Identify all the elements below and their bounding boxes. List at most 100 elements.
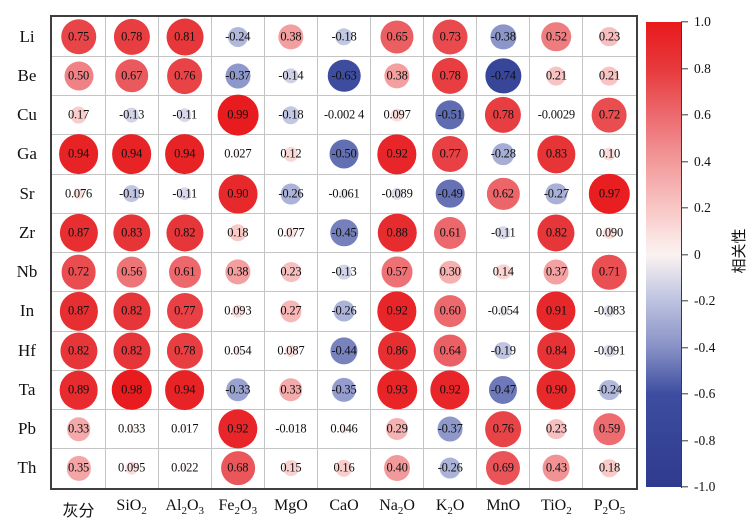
- gridline-horizontal: [52, 291, 636, 293]
- gridline-horizontal: [52, 330, 636, 332]
- correlation-bubble: [285, 227, 297, 239]
- correlation-bubble: [217, 94, 259, 136]
- column-label: Fe2O3: [218, 497, 258, 518]
- correlation-bubble: [589, 173, 630, 214]
- correlation-value: -0.0029: [537, 107, 575, 122]
- correlation-value: -0.18: [278, 107, 304, 122]
- correlation-bubble: [279, 378, 303, 402]
- colorbar-tick-label: 0.8: [694, 60, 711, 76]
- colorbar-tick-label: 0: [694, 246, 701, 262]
- correlation-value: 0.61: [174, 264, 196, 279]
- correlation-value: 0.59: [598, 421, 620, 436]
- correlation-bubble: [164, 370, 205, 410]
- colorbar-tick: [681, 253, 688, 256]
- correlation-bubble: [485, 97, 522, 134]
- correlation-bubble: [113, 292, 151, 330]
- correlation-bubble: [377, 291, 417, 332]
- correlation-value: 0.21: [598, 68, 620, 83]
- correlation-value: 0.83: [545, 146, 567, 161]
- correlation-bubble: [218, 409, 258, 449]
- correlation-value: 0.29: [386, 421, 408, 436]
- correlation-bubble: [116, 256, 147, 288]
- correlation-value: 0.94: [67, 146, 90, 161]
- correlation-bubble: [166, 293, 203, 330]
- correlation-value: -0.19: [490, 343, 516, 358]
- correlation-value: 0.046: [330, 421, 358, 436]
- correlation-bubble: [487, 177, 520, 210]
- colorbar-tick-label: -1.0: [694, 479, 716, 494]
- gridline-horizontal: [52, 134, 636, 136]
- correlation-value: 0.94: [174, 382, 196, 397]
- correlation-value: 0.38: [280, 29, 302, 44]
- correlation-bubble: [122, 184, 141, 203]
- correlation-value: 0.50: [67, 68, 90, 83]
- correlation-value: 0.69: [492, 460, 514, 475]
- correlation-value: 0.23: [545, 421, 567, 436]
- column-label: P2O5: [593, 497, 626, 518]
- correlation-value: 0.81: [174, 29, 196, 44]
- correlation-bubble: [127, 425, 136, 433]
- correlation-value: 0.71: [598, 264, 620, 279]
- correlation-value: 0.87: [67, 303, 90, 318]
- correlation-bubble: [278, 23, 304, 50]
- correlation-bubble: [495, 264, 511, 280]
- colorbar-tick-label: -0.2: [694, 293, 716, 308]
- correlation-value: -0.27: [543, 186, 569, 201]
- correlation-value: 0.095: [118, 460, 146, 475]
- correlation-value: 0.78: [174, 343, 196, 358]
- correlation-value: -0.11: [490, 225, 516, 240]
- row-label: Li: [19, 26, 35, 46]
- correlation-value: -0.50: [331, 146, 357, 161]
- correlation-bubble: [226, 378, 250, 402]
- correlation-bubble: [489, 375, 518, 404]
- gridline-horizontal: [52, 95, 636, 96]
- correlation-value: -0.49: [437, 186, 463, 201]
- correlation-bubble: [59, 292, 98, 331]
- correlation-bubble: [111, 369, 152, 411]
- correlation-value: -0.083: [593, 303, 625, 318]
- correlation-bubble: [60, 18, 97, 55]
- gridline-horizontal: [52, 173, 636, 175]
- correlation-bubble: [331, 377, 357, 402]
- row-label: Pb: [18, 419, 36, 439]
- correlation-bubble: [378, 331, 417, 370]
- column-label: SiO2: [116, 497, 147, 518]
- correlation-value: -0.11: [172, 186, 198, 201]
- correlation-bubble: [166, 58, 203, 94]
- correlation-bubble: [492, 143, 515, 166]
- correlation-bubble: [330, 219, 358, 247]
- correlation-value: -0.24: [596, 382, 622, 397]
- correlation-bubble: [434, 295, 467, 328]
- correlation-bubble: [225, 259, 251, 285]
- correlation-bubble: [330, 337, 358, 365]
- correlation-bubble: [335, 27, 353, 46]
- correlation-bubble: [283, 147, 298, 162]
- colorbar-tick-label: -0.6: [694, 386, 716, 401]
- correlation-bubble: [430, 370, 470, 410]
- correlation-value: 0.92: [227, 421, 249, 436]
- correlation-value: 0.077: [277, 225, 305, 240]
- correlation-value: 0.076: [64, 186, 93, 201]
- correlation-value: 0.23: [280, 264, 302, 279]
- correlation-value: 0.18: [598, 460, 620, 475]
- correlation-bubble: [282, 460, 299, 477]
- correlation-value: 0.94: [121, 146, 143, 161]
- correlation-bubble: [486, 451, 521, 486]
- correlation-value: 0.77: [174, 303, 196, 318]
- column-label: MgO: [274, 497, 308, 514]
- correlation-value: 0.054: [224, 343, 252, 358]
- colorbar-tick: [681, 300, 688, 302]
- correlation-value: 0.86: [386, 343, 408, 358]
- correlation-bubble: [280, 300, 302, 323]
- correlation-value: 0.37: [545, 264, 567, 279]
- correlation-bubble: [70, 106, 87, 124]
- correlation-bubble: [537, 135, 576, 174]
- correlation-value: 0.16: [333, 460, 355, 475]
- correlation-bubble: [432, 19, 468, 55]
- correlation-value: 0.83: [121, 225, 143, 240]
- correlation-value: 0.87: [67, 225, 90, 240]
- row-label: Be: [17, 65, 37, 85]
- correlation-value: 0.30: [439, 264, 461, 279]
- column-label: 灰分: [62, 503, 95, 520]
- correlation-bubble: [339, 424, 349, 434]
